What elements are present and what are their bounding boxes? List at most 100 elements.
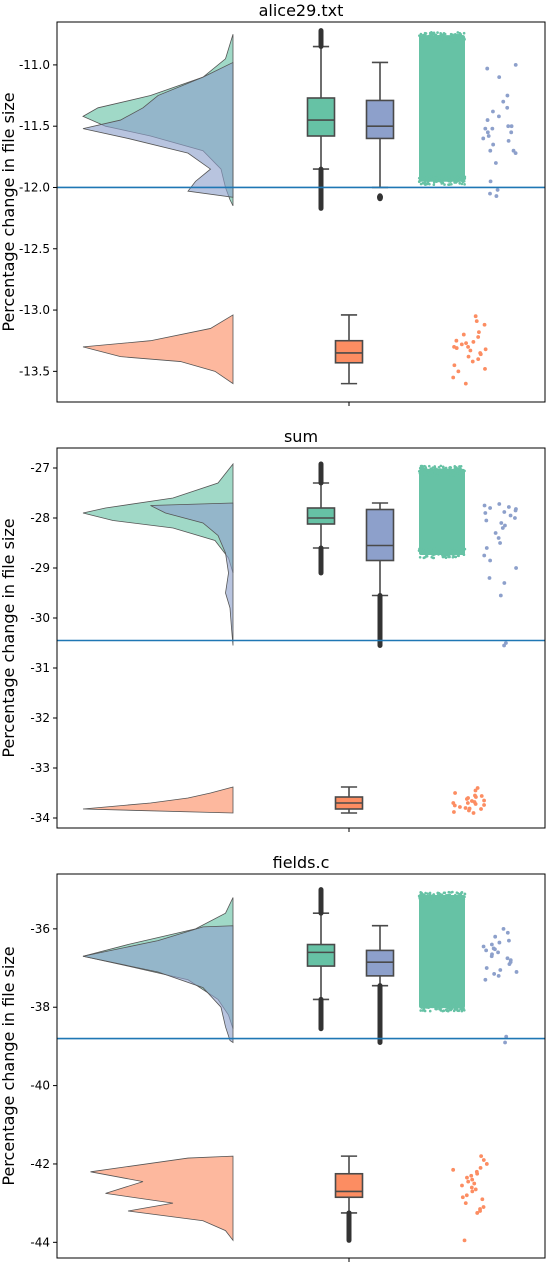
jitter-point <box>419 36 422 39</box>
y-tick-label: -44 <box>30 1235 50 1249</box>
data-point <box>485 130 490 135</box>
jitter-point <box>444 550 448 553</box>
data-point <box>493 531 498 535</box>
data-point <box>482 803 486 807</box>
jitter-point <box>424 32 428 35</box>
jitter-point <box>453 40 457 43</box>
y-tick-label: -11.5 <box>19 119 50 133</box>
y-tick-label: -33 <box>30 761 50 775</box>
data-point <box>453 791 457 795</box>
jitter-point <box>459 35 463 39</box>
jitter-point <box>440 176 444 180</box>
jitter-point <box>432 174 435 177</box>
data-point <box>513 508 518 513</box>
jitter-point <box>427 464 431 468</box>
data-point <box>478 1209 482 1213</box>
jitter-point <box>427 177 431 181</box>
jitter-point <box>423 1000 426 1003</box>
jitter-point <box>459 900 462 903</box>
chart-title: sum <box>284 427 318 446</box>
box <box>365 949 395 977</box>
jitter-point <box>432 31 436 35</box>
jitter-point <box>458 467 462 471</box>
jitter-point <box>456 467 460 470</box>
jitter-point <box>435 468 439 471</box>
data-point <box>483 126 488 131</box>
jitter-point <box>460 891 464 894</box>
jitter-point <box>425 1000 429 1003</box>
jitter-point <box>423 37 427 41</box>
data-point <box>501 926 506 931</box>
y-tick-label: -30 <box>30 611 50 625</box>
jitter-point <box>436 892 440 896</box>
data-point <box>488 191 492 196</box>
data-point <box>460 1183 464 1188</box>
jitter-point <box>431 896 434 900</box>
data-point <box>452 810 456 814</box>
jitter-point <box>451 549 454 553</box>
jitter-point <box>461 894 464 898</box>
data-point <box>486 134 491 138</box>
data-point <box>454 338 459 343</box>
jitter-point <box>431 893 435 897</box>
jitter-point <box>450 547 454 550</box>
data-point <box>473 788 478 793</box>
chart-panel-0: alice29.txt Percentage change in file siz… <box>0 1 546 406</box>
data-point <box>470 799 474 803</box>
jitter-point <box>419 1002 423 1005</box>
data-point <box>467 806 472 811</box>
data-point <box>497 940 502 945</box>
data-point <box>491 109 495 114</box>
data-point <box>458 805 462 809</box>
box <box>365 99 395 140</box>
data-point <box>478 352 483 357</box>
jitter-point <box>457 174 461 177</box>
jitter-point <box>418 34 421 37</box>
jitter-point <box>428 182 431 186</box>
jitter-point <box>432 547 436 551</box>
data-point <box>465 797 469 801</box>
y-tick-label: -28 <box>30 511 50 525</box>
data-point <box>514 970 519 974</box>
jitter-point <box>449 37 452 41</box>
jitter-point <box>450 176 454 180</box>
jitter-point <box>423 894 426 897</box>
jitter-point <box>434 1001 438 1005</box>
jitter-point <box>446 1007 450 1010</box>
jitter-point <box>458 177 461 181</box>
jitter-point <box>441 1009 445 1013</box>
jitter-point <box>418 555 422 559</box>
jitter-point <box>427 474 431 477</box>
jitter-point <box>453 175 457 179</box>
data-point <box>477 330 481 335</box>
jitter-point <box>417 180 421 183</box>
jitter-point <box>430 31 433 34</box>
data-point <box>481 944 486 949</box>
density-cloud <box>150 502 234 646</box>
data-point <box>491 142 496 147</box>
jitter-strip <box>419 468 465 555</box>
jitter-point <box>426 468 429 472</box>
jitter-point <box>419 182 423 186</box>
data-point <box>478 1165 483 1170</box>
data-point <box>498 968 503 972</box>
data-point <box>484 1162 489 1166</box>
jitter-point <box>452 555 456 559</box>
data-point <box>470 1189 475 1194</box>
jitter-point <box>428 895 432 898</box>
jitter-point <box>420 899 424 902</box>
jitter-point <box>447 890 451 894</box>
jitter-point <box>431 1001 434 1005</box>
data-point <box>470 359 475 364</box>
jitter-point <box>454 473 457 477</box>
outlier-point <box>377 193 383 202</box>
data-point <box>451 375 456 380</box>
jitter-point <box>449 891 453 894</box>
data-point <box>465 1175 469 1180</box>
chart-panel-1: sum Percentage change in file size -27 -28 -… <box>0 427 546 832</box>
jitter-point <box>419 1009 422 1012</box>
data-point <box>451 801 456 805</box>
jitter-point <box>452 469 455 472</box>
jitter-point <box>458 465 461 468</box>
data-point <box>479 794 484 798</box>
